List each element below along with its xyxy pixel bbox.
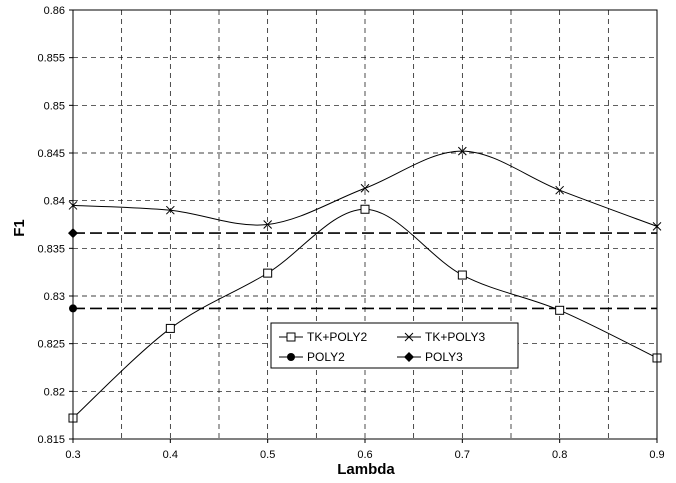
y-tick-label: 0.84 [44, 196, 65, 208]
y-tick-label: 0.85 [44, 100, 65, 112]
data-point-stroke [165, 205, 175, 215]
data-point [263, 220, 273, 229]
data-point [360, 204, 370, 214]
x-tick-label: 0.6 [357, 449, 372, 461]
legend: TK+POLY2 TK+POLY3 POLY2 POLY3 [270, 322, 519, 369]
y-tick-label: 0.83 [44, 291, 65, 303]
data-point-stroke [263, 220, 273, 229]
legend-item: TK+POLY3 [397, 330, 485, 344]
x-tick-label: 0.3 [65, 449, 80, 461]
data-point [404, 352, 414, 362]
y-tick-label: 0.835 [37, 243, 65, 255]
data-point [404, 332, 414, 342]
data-point [165, 205, 175, 215]
data-point [287, 353, 295, 361]
data-point [457, 270, 467, 280]
x-tick-label: 0.9 [649, 449, 664, 461]
legend-item: POLY3 [397, 350, 463, 364]
y-tick-label: 0.82 [44, 386, 65, 398]
y-tick-label: 0.845 [37, 148, 65, 160]
y-axis-title: F1 [11, 219, 28, 237]
x-tick-label: 0.4 [163, 449, 178, 461]
data-point [360, 183, 370, 193]
legend-label: POLY2 [307, 350, 345, 364]
data-point-stroke [457, 146, 467, 156]
data-point [457, 146, 467, 156]
y-tick-label: 0.855 [37, 53, 65, 65]
x-tick-label: 0.8 [552, 449, 567, 461]
x-tick-label: 0.5 [260, 449, 275, 461]
grid-lines [73, 10, 658, 439]
data-point [555, 185, 565, 195]
data-point [555, 305, 565, 315]
y-tick-label: 0.815 [37, 434, 65, 446]
legend-label: TK+POLY3 [425, 330, 485, 344]
data-point-stroke [555, 185, 565, 195]
y-axis-ticks: 0.815 0.82 0.825 0.83 0.835 0.84 0.845 0.85 0.85… [37, 5, 73, 446]
data-point [263, 268, 273, 278]
legend-label: POLY3 [425, 350, 463, 364]
y-tick-label: 0.825 [37, 339, 65, 351]
data-point-stroke [360, 183, 370, 193]
legend-item: TK+POLY2 [279, 330, 367, 344]
legend-item: POLY2 [279, 350, 345, 364]
legend-label: TK+POLY2 [307, 330, 367, 344]
series-layer [68, 146, 662, 423]
data-point [165, 323, 175, 333]
data-point [286, 332, 296, 342]
y-tick-label: 0.86 [44, 5, 65, 17]
x-axis-title: Lambda [337, 461, 395, 478]
x-tick-label: 0.7 [455, 449, 470, 461]
x-axis-ticks: 0.3 0.4 0.5 0.6 0.7 0.8 0.9 [65, 439, 665, 461]
data-point-stroke [404, 332, 414, 342]
legend-box [270, 322, 519, 369]
